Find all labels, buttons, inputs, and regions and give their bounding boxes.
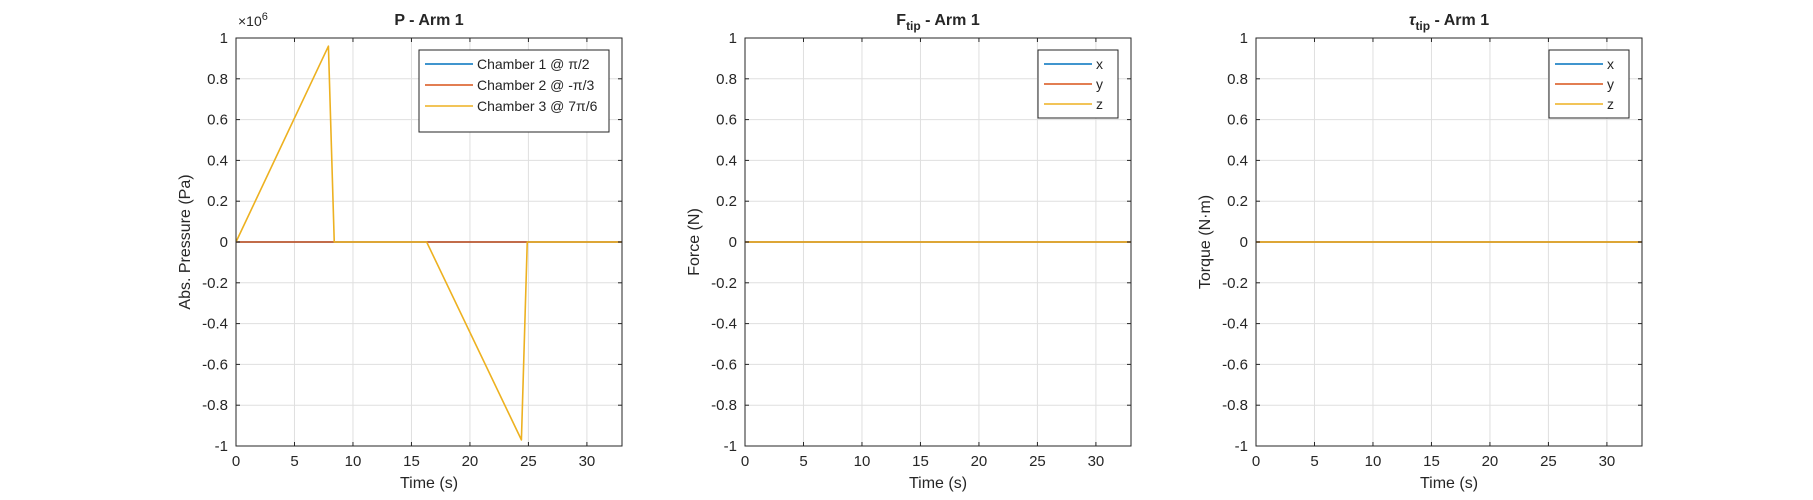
y-tick-label: 0.6	[207, 112, 228, 129]
y-tick-label: -1	[724, 438, 737, 455]
chart-title: P - Arm 1	[394, 12, 463, 29]
y-tick-label: -0.4	[202, 316, 228, 333]
y-tick-label: -0.2	[202, 275, 228, 292]
x-tick-label: 20	[971, 453, 988, 470]
y-tick-label: 0	[729, 234, 737, 251]
x-tick-label: 25	[1029, 453, 1046, 470]
y-tick-label: 0.6	[1227, 112, 1248, 129]
x-tick-label: 0	[1252, 453, 1260, 470]
chart-panel-1: 0 5 10 15 20 25 30 -1 -0.8 -0.6 -0.4 -0.2 0 0.2 0.4 0.6…	[177, 11, 623, 492]
x-tick-label: 30	[1088, 453, 1105, 470]
tick-marks	[744, 37, 1131, 447]
legend-label-1: x	[1607, 56, 1614, 72]
x-tick-label: 10	[1365, 453, 1382, 470]
x-axis-label: Time (s)	[1420, 475, 1478, 492]
x-tick-label: 30	[1599, 453, 1616, 470]
legend-label-3: z	[1096, 96, 1103, 112]
y-tick-label: 0.2	[1227, 193, 1248, 210]
x-tick-label: 0	[741, 453, 749, 470]
y-tick-label: 0.8	[716, 71, 737, 88]
x-tick-label: 25	[1540, 453, 1557, 470]
chart-title: Ftip - Arm 1	[896, 12, 980, 33]
y-tick-label: -0.8	[1222, 397, 1248, 414]
y-tick-label: -0.8	[202, 397, 228, 414]
legend-label-1: x	[1096, 56, 1103, 72]
y-tick-label: -0.6	[711, 356, 737, 373]
legend: Chamber 1 @ π/2 Chamber 2 @ -π/3 Chamber 3…	[418, 49, 610, 133]
y-axis-label: Force (N)	[686, 208, 703, 276]
y-tick-label: -0.4	[1222, 316, 1248, 333]
chart-panel-3: 0 5 10 15 20 25 30 -1 -0.8 -0.6 -0.4 -0.2 0 0.2 0.4 0.6…	[1197, 12, 1643, 492]
x-tick-label: 5	[290, 453, 298, 470]
y-tick-label: 0.4	[1227, 152, 1248, 169]
y-tick-label: 0	[1240, 234, 1248, 251]
legend: xyz	[1548, 49, 1630, 119]
legend-label-3: Chamber 3 @ 7π/6	[477, 98, 598, 114]
y-axis-label: Abs. Pressure (Pa)	[177, 174, 194, 309]
legend-label-2: Chamber 2 @ -π/3	[477, 77, 594, 93]
y-tick-label: 1	[220, 30, 228, 47]
y-tick-label: 0.8	[207, 71, 228, 88]
series-line-3	[235, 45, 622, 441]
legend-label-1: Chamber 1 @ π/2	[477, 56, 590, 72]
x-tick-label: 5	[1310, 453, 1318, 470]
y-tick-label: 0.8	[1227, 71, 1248, 88]
x-tick-label: 0	[232, 453, 240, 470]
y-tick-label: -1	[215, 438, 228, 455]
x-tick-label: 20	[1482, 453, 1499, 470]
y-tick-label: 1	[1240, 30, 1248, 47]
tick-marks	[1255, 37, 1642, 447]
y-tick-label: -0.6	[1222, 356, 1248, 373]
y-tick-label: 0.6	[716, 112, 737, 129]
y-tick-label: -0.2	[711, 275, 737, 292]
y-tick-label: -0.4	[711, 316, 737, 333]
y-axis-label: Torque (N·m)	[1197, 195, 1214, 289]
x-tick-label: 10	[854, 453, 871, 470]
x-tick-label: 15	[403, 453, 420, 470]
y-tick-label: 0.4	[207, 152, 228, 169]
y-tick-label: 0	[220, 234, 228, 251]
x-tick-label: 15	[1423, 453, 1440, 470]
chart-title: τtip - Arm 1	[1409, 12, 1489, 33]
x-tick-label: 30	[579, 453, 596, 470]
legend-label-2: y	[1607, 76, 1614, 92]
y-tick-label: 0.2	[716, 193, 737, 210]
y-tick-label: -0.8	[711, 397, 737, 414]
x-tick-label: 25	[520, 453, 537, 470]
tick-marks	[235, 37, 622, 447]
x-axis-label: Time (s)	[909, 475, 967, 492]
x-tick-label: 5	[799, 453, 807, 470]
x-tick-label: 15	[912, 453, 929, 470]
legend-label-2: y	[1096, 76, 1103, 92]
legend-label-3: z	[1607, 96, 1614, 112]
chart-panel-2: 0 5 10 15 20 25 30 -1 -0.8 -0.6 -0.4 -0.2 0 0.2 0.4 0.6…	[686, 12, 1132, 492]
x-axis-label: Time (s)	[400, 475, 458, 492]
axis-exponent-label: ×106	[238, 11, 268, 29]
x-tick-label: 10	[345, 453, 362, 470]
y-tick-label: 1	[729, 30, 737, 47]
legend: xyz	[1037, 49, 1119, 119]
y-tick-label: 0.4	[716, 152, 737, 169]
x-tick-label: 20	[462, 453, 479, 470]
y-tick-label: -0.6	[202, 356, 228, 373]
y-tick-label: 0.2	[207, 193, 228, 210]
y-tick-label: -1	[1235, 438, 1248, 455]
y-tick-label: -0.2	[1222, 275, 1248, 292]
